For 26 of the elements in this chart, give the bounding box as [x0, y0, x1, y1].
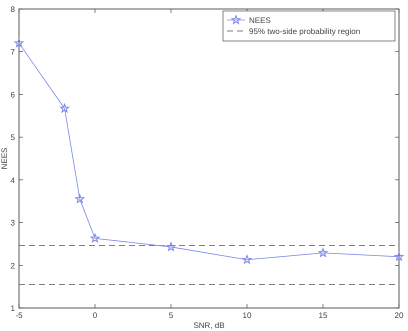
legend-label: 95% two-side probability region: [249, 27, 360, 36]
x-tick-label: -5: [15, 311, 24, 320]
y-axis-title: NEES: [0, 148, 9, 170]
point: [242, 255, 252, 264]
point: [318, 248, 328, 257]
y-tick-label: 7: [10, 48, 16, 57]
point: [60, 104, 70, 112]
point: [75, 194, 84, 203]
point: [14, 38, 24, 48]
y-tick-label: 2: [10, 261, 16, 270]
legend-label: NEES: [249, 16, 271, 25]
x-tick-label: 15: [318, 311, 328, 320]
y-tick-label: 1: [10, 304, 16, 313]
x-tick-label: 0: [92, 311, 98, 320]
y-tick-label: 5: [10, 133, 16, 142]
point: [90, 234, 100, 242]
y-tick-label: 4: [10, 176, 16, 185]
y-tick-label: 3: [10, 218, 16, 228]
point: [166, 242, 176, 251]
x-tick-label: 5: [168, 311, 174, 320]
y-tick-label: 8: [10, 5, 16, 14]
x-tick-label: 20: [394, 311, 404, 320]
x-axis-title: SNR, dB: [193, 321, 225, 330]
point: [394, 252, 404, 261]
y-tick-label: 6: [10, 90, 16, 100]
x-tick-label: 10: [242, 311, 252, 320]
